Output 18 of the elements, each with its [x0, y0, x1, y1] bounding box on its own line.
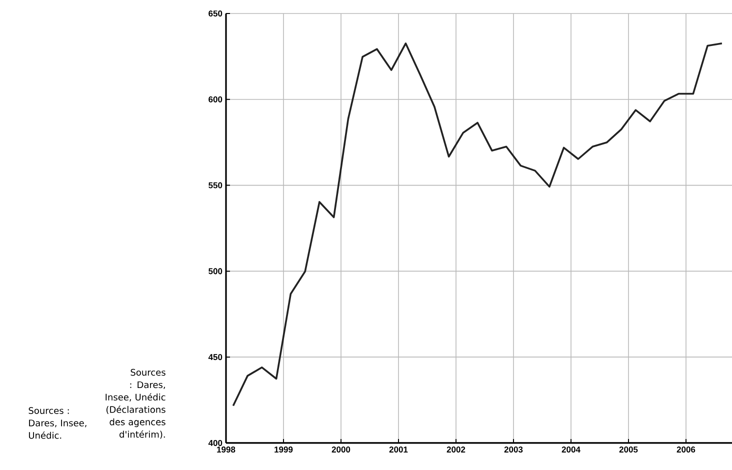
source-note: Sources : Dares, Insee, Unédic.: [28, 407, 86, 439]
x-tick-label: 2002: [446, 446, 466, 453]
line-series: [232, 42, 723, 407]
y-tick-label: 450: [208, 354, 222, 360]
y-tick-label: 500: [208, 268, 222, 274]
x-tick-label: 1999: [274, 446, 293, 453]
x-tick-label: 2001: [389, 446, 408, 453]
x-tick-label: 2000: [332, 446, 350, 453]
y-tick-label: 600: [208, 96, 222, 102]
x-tick-label: 2004: [562, 446, 580, 453]
x-tick-label: 2005: [619, 446, 638, 453]
x-tick-label: 2006: [676, 446, 696, 453]
y-tick-label: 400: [208, 440, 222, 446]
x-tick-label: 1998: [217, 446, 236, 453]
source-note: Sources : Dares, Insee, Unédic (Déclarations des agences d'intérim).: [106, 368, 166, 439]
x-tick-label: 2003: [504, 446, 523, 453]
y-tick-label: 550: [208, 182, 222, 188]
y-tick-label: 650: [208, 10, 222, 16]
